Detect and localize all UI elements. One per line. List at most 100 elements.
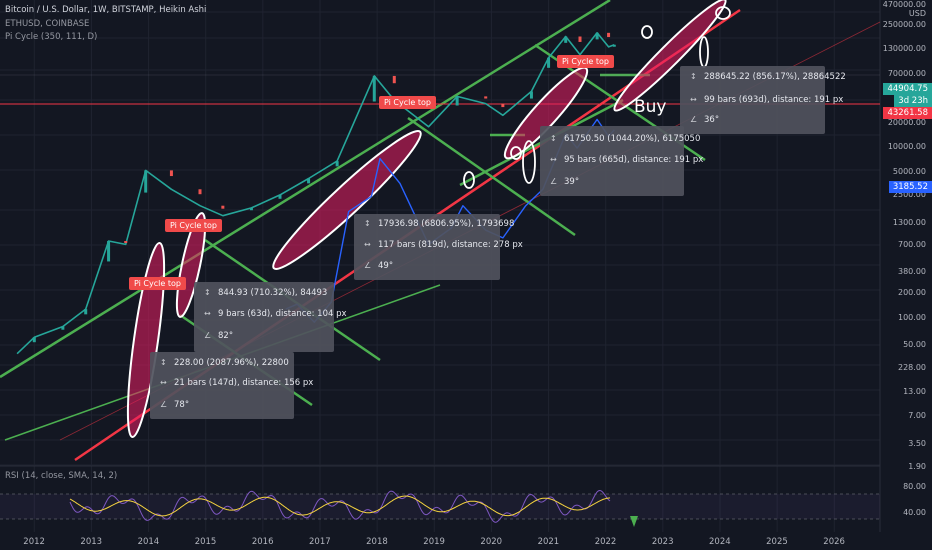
btc-price-line [16,31,615,355]
rsi-ma-line [69,495,611,517]
highlight-ellipse [175,212,207,318]
bars-range-icon: ↔ [690,95,697,104]
candle [501,103,505,108]
measure-tooltip: ↕ 228.00 (2087.96%), 22800 ↔ 21 bars (147d… [150,352,313,419]
measure-bars: 21 bars (147d), distance: 156 px [174,378,314,388]
highlight-ellipse [503,66,589,160]
angle-icon: ∠ [690,115,698,124]
target-circle [510,146,522,160]
buy-annotation: Buy [634,97,667,117]
target-circle [522,140,536,184]
price-tick: 200.00 [898,288,926,297]
candle [221,205,225,209]
time-tick: 2014 [137,537,160,547]
time-tick: 2013 [80,537,103,547]
time-tick: 2016 [251,537,274,547]
candle [578,36,582,42]
highlight-ellipse [126,241,166,439]
price-tick: 470000.00 [882,0,926,9]
rsi-marker-icon [630,516,638,527]
target-circle [699,36,709,68]
pi-cycle-top-tag: Pi Cycle top [129,277,186,290]
angle-icon: ∠ [160,400,168,409]
angle-icon: ∠ [364,261,372,270]
measure-angle: 39° [564,177,580,187]
measure-bars: 117 bars (819d), distance: 278 px [378,240,523,250]
price-range-icon: ↕ [204,288,211,297]
price-tick: 380.00 [898,267,926,276]
candle [144,170,148,193]
price-range-icon: ↕ [690,72,697,81]
candle [392,75,396,84]
measure-angle: 78° [174,400,190,410]
candle [372,75,376,102]
time-tick: 2019 [423,537,445,547]
symbol-title[interactable]: Bitcoin / U.S. Dollar, 1W, BITSTAMP, Hei… [5,5,207,15]
candle [547,57,551,68]
bars-range-icon: ↔ [160,378,167,387]
time-tick: 2017 [309,537,331,547]
price-tick: 130000.00 [882,44,926,53]
target-circle [641,25,653,39]
time-tick: 2020 [480,537,503,547]
price-tick: 20000.00 [887,118,926,127]
time-tick: 2024 [709,537,731,547]
measure-tooltip: ↕ 61750.50 (1044.20%), 6175050 ↔ 95 bars (… [540,126,703,196]
candle [335,161,339,167]
price-tick: 10000.00 [887,142,926,151]
price-tick: 3.50 [908,439,926,448]
time-tick: 2018 [366,537,388,547]
price-tick: 7.00 [908,411,926,420]
price-tick: 100.00 [898,313,926,322]
candle [32,337,36,343]
compare-symbol[interactable]: ETHUSD, COINBASE [5,19,90,29]
candle [169,170,173,177]
candle [84,309,88,315]
target-circle [463,171,475,189]
measure-price: 288645.22 (856.17%), 28864522 [704,72,846,82]
candle [198,189,202,195]
pi-cycle-top-tag: Pi Cycle top [557,55,614,68]
price-tick: 1300.00 [892,218,926,227]
measure-tooltip: ↕ 844.93 (710.32%), 84493 ↔ 9 bars (63d), … [194,282,347,352]
candle [612,44,616,47]
time-tick: 2012 [23,537,45,547]
time-tick: 2023 [651,537,674,547]
rsi-pane [0,489,880,527]
price-tick: 228.00 [898,363,926,372]
price-tick: 250000.00 [882,20,926,29]
measure-tooltip: ↕ 17936.98 (6806.95%), 1793698 ↔ 117 bars … [354,214,523,280]
measure-tooltip: ↕ 288645.22 (856.17%), 28864522 ↔ 99 bars … [680,66,846,134]
measure-price: 228.00 (2087.96%), 22800 [174,358,289,368]
time-tick: 2021 [537,537,560,547]
time-tick: 2026 [823,537,845,547]
highlight-ellipse [613,0,727,112]
measure-bars: 9 bars (63d), distance: 104 px [218,309,347,319]
price-tick: 13.00 [903,387,926,396]
candle [607,32,611,38]
rsi-band [0,494,880,519]
channel-lower-line [407,116,576,237]
measure-bars: 99 bars (693d), distance: 191 px [704,95,844,105]
time-tick: 2015 [194,537,217,547]
rsi-title[interactable]: RSI (14, close, SMA, 14, 2) [5,471,118,481]
measure-price: 844.93 (710.32%), 84493 [218,288,328,298]
measure-angle: 49° [378,261,394,271]
price-tick: 1.90 [908,462,926,471]
candle [107,241,111,262]
candle [61,326,65,330]
candle [484,96,488,99]
indicator-title[interactable]: Pi Cycle (350, 111, D) [5,32,98,42]
measure-price: 61750.50 (1044.20%), 6175050 [564,134,701,144]
time-tick: 2025 [766,537,788,547]
angle-icon: ∠ [550,177,558,186]
rsi-tick: 40.00 [903,508,926,517]
level-price-tag: 43261.58 [883,107,932,119]
candle [307,178,311,184]
candle [124,241,128,243]
price-range-icon: ↕ [364,219,371,228]
channel-upper-line [0,0,611,379]
highlight-ellipse [272,130,422,270]
candle [249,207,253,211]
price-tick: 70000.00 [887,69,926,78]
